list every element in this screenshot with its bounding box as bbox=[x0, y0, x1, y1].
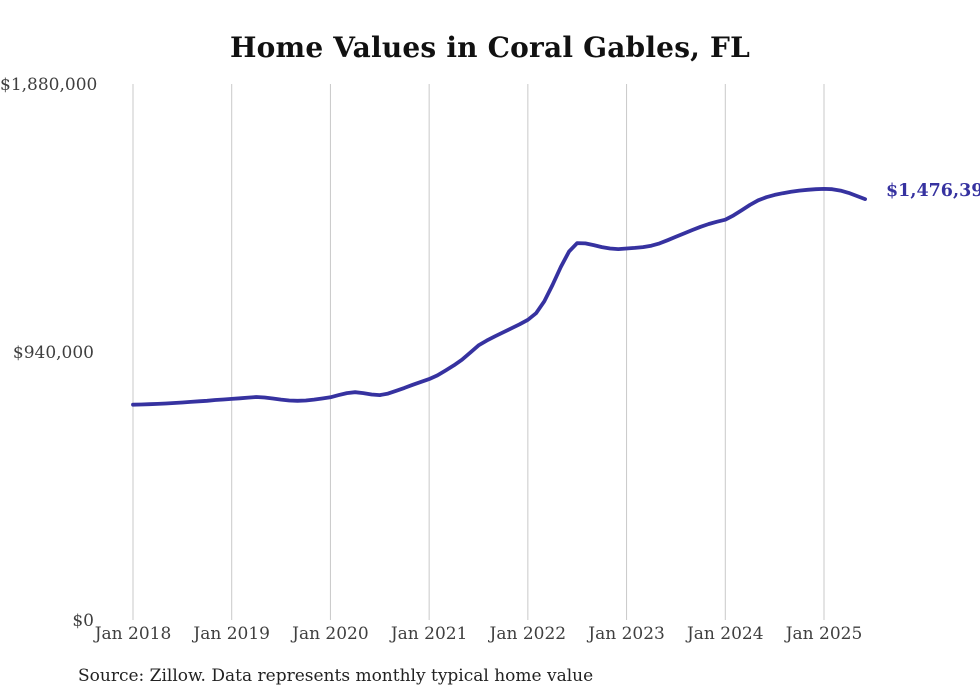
chart-title: Home Values in Coral Gables, FL bbox=[229, 31, 751, 64]
end-value-label: $1,476,392 bbox=[886, 181, 980, 202]
home-value-line bbox=[131, 187, 867, 407]
source-note: Source: Zillow. Data represents monthly … bbox=[78, 666, 594, 686]
